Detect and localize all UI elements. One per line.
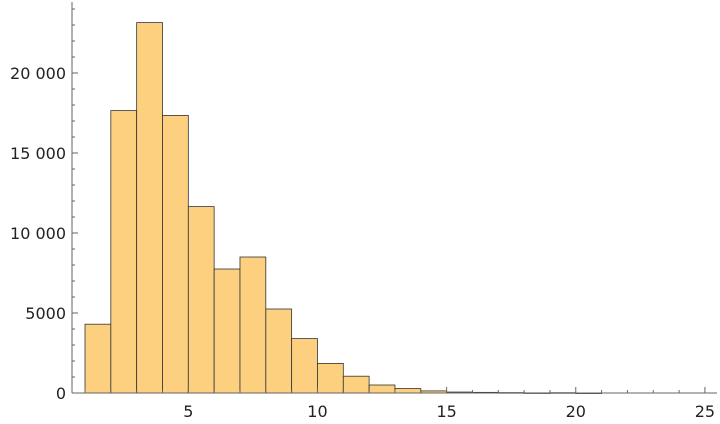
x-tick-label: 5 [183,402,193,421]
histogram-bar-12 [394,388,422,394]
histogram-bar-0 [84,323,112,394]
histogram-bar-10 [342,375,370,394]
x-tick-label: 25 [695,402,715,421]
y-tick-label: 20 000 [10,64,66,83]
y-tick-label: 0 [56,384,66,403]
y-tick-label: 15 000 [10,144,66,163]
histogram-bar-8 [291,338,318,394]
histogram-bar-9 [317,362,344,394]
histogram-bar-7 [265,308,293,394]
histogram-bar-11 [368,384,396,394]
histogram-bar-5 [213,268,241,394]
histogram-bar-2 [136,22,163,394]
histogram-bar-6 [239,256,267,394]
x-ticks-group: 5 10 15 20 25 [84,387,715,421]
histogram-bar-1 [110,110,138,394]
x-tick-label: 10 [307,402,327,421]
y-tick-label: 10 000 [10,224,66,243]
histogram-bar-4 [187,206,215,394]
histogram-bar-3 [162,115,189,394]
y-ticks-group: 0 5000 10 000 15 000 20 000 [10,8,78,403]
y-tick-label: 5000 [25,304,66,323]
x-tick-label: 15 [436,402,456,421]
x-tick-label: 20 [566,402,586,421]
bars-group [84,22,603,394]
